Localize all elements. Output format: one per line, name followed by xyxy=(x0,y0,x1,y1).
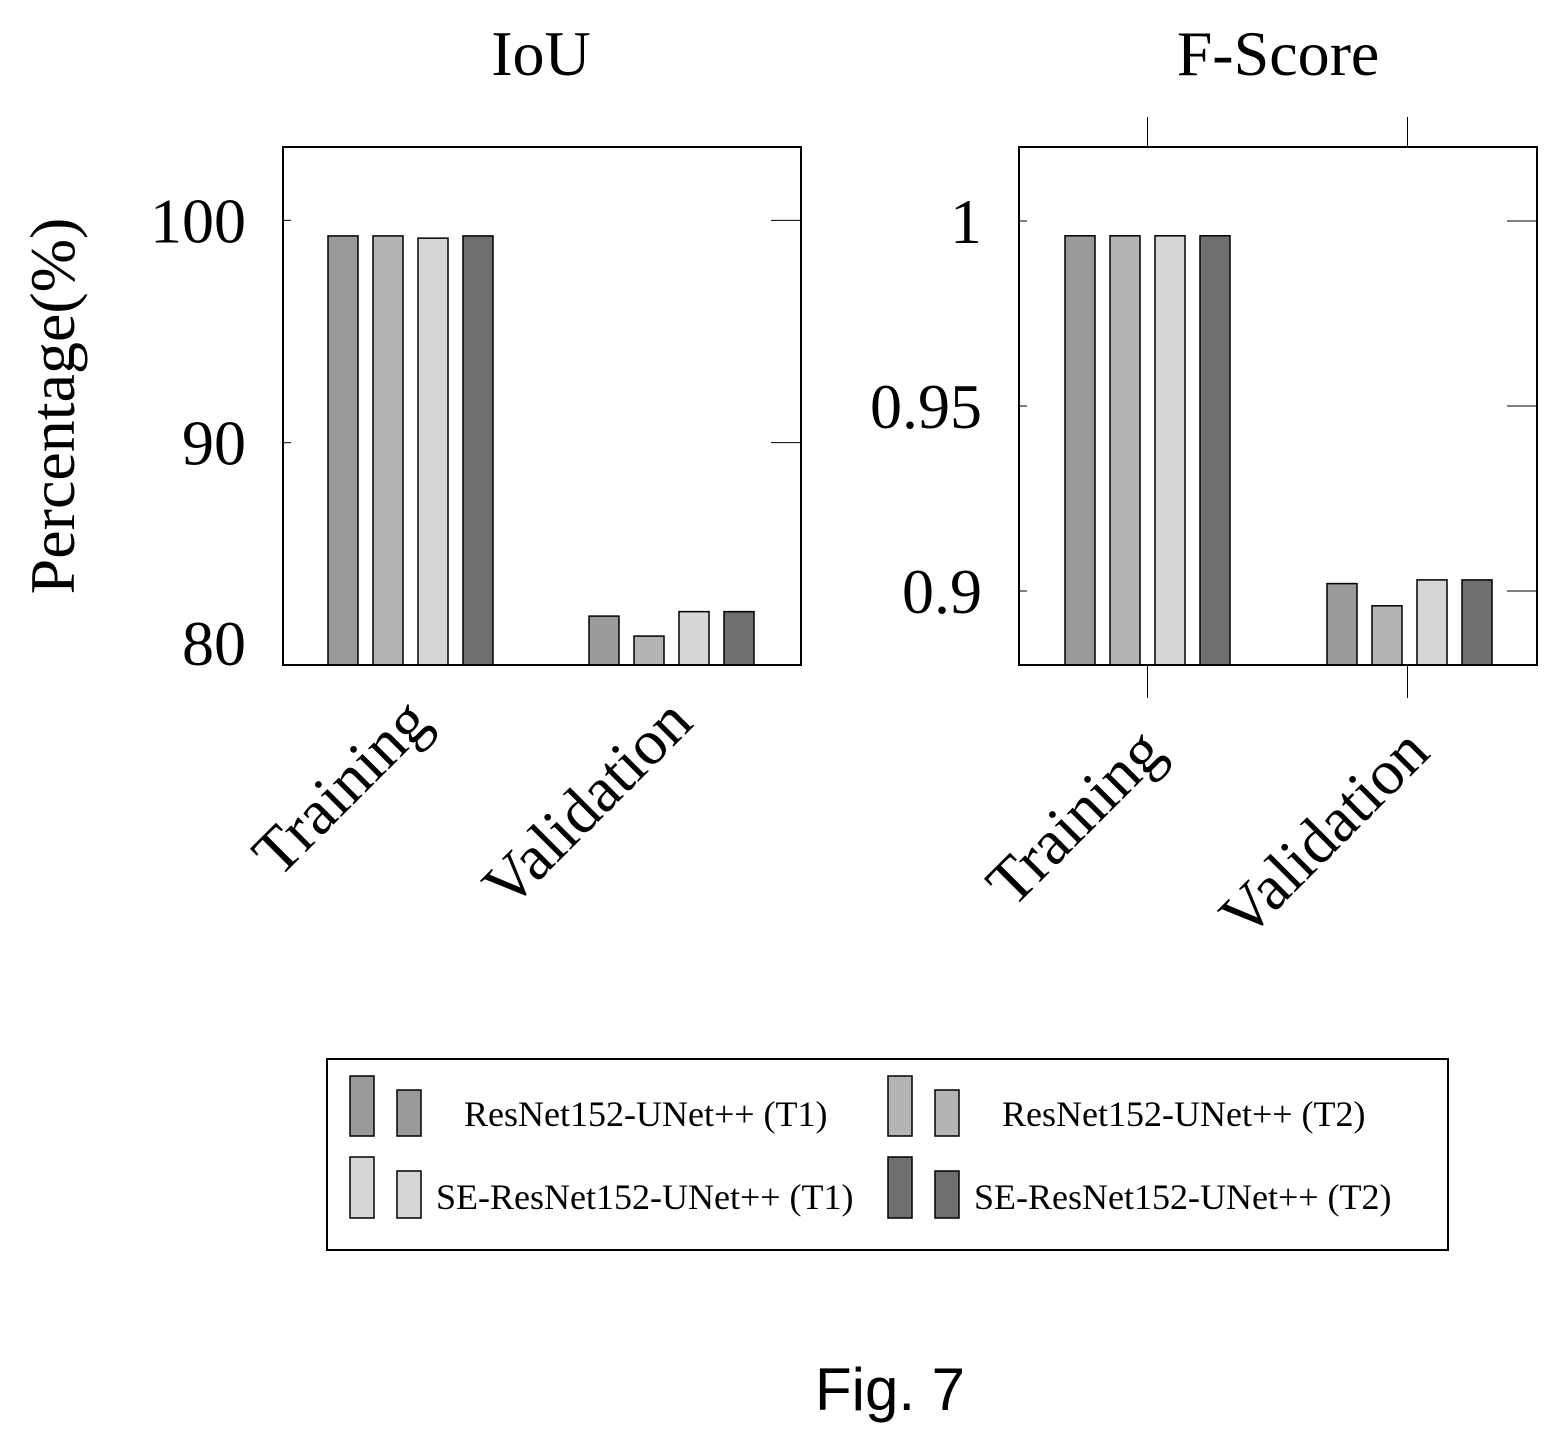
figure-caption: Fig. 7 xyxy=(815,1356,965,1423)
bar-training-series-2 xyxy=(417,237,449,666)
y-tick-label-1: 0.95 xyxy=(870,371,982,442)
legend-label-1: ResNet152-UNet++ (T2) xyxy=(1002,1094,1366,1134)
fscore-axis-ticks xyxy=(1019,117,1537,698)
fscore-plot-frame xyxy=(1018,146,1538,666)
legend-swatch-a-3 xyxy=(887,1156,913,1219)
iou-y-axis-label: Percentage(%) xyxy=(17,218,88,595)
legend: ResNet152-UNet++ (T1) ResNet152-UNet++ (… xyxy=(326,1058,1449,1251)
y-tick-label-0: 80 xyxy=(182,608,246,679)
iou-x-tick-training: Training xyxy=(238,685,442,889)
fscore-y-tick-labels: 0.9 0.95 1 xyxy=(870,186,982,627)
iou-x-tick-validation: Validation xyxy=(469,685,705,921)
fscore-x-tick-training: Training xyxy=(972,715,1176,919)
legend-label-2: SE-ResNet152-UNet++ (T1) xyxy=(436,1177,854,1217)
y-tick-label-1: 90 xyxy=(182,408,246,479)
iou-axis-ticks xyxy=(283,219,801,666)
bar-validation-series-2 xyxy=(678,610,710,666)
bar-training-series-3 xyxy=(1199,235,1231,666)
bar-training-series-0 xyxy=(1064,235,1096,666)
fscore-x-tick-validation: Validation xyxy=(1206,715,1442,951)
bar-validation-series-1 xyxy=(1371,605,1403,666)
legend-swatch-b-3 xyxy=(934,1170,960,1219)
bar-training-series-0 xyxy=(327,235,359,666)
bar-validation-series-3 xyxy=(1461,579,1493,666)
bar-training-series-1 xyxy=(372,235,404,666)
iou-bars xyxy=(327,235,755,666)
iou-chart: IoU Percentage(%) 80 90 100 Training Valid… xyxy=(17,18,802,921)
bar-validation-series-0 xyxy=(588,615,620,666)
legend-swatch-b-2 xyxy=(396,1170,422,1219)
y-tick-label-0: 0.9 xyxy=(902,556,982,627)
legend-swatch-a-1 xyxy=(887,1075,913,1137)
y-tick-label-2: 1 xyxy=(950,186,982,257)
bar-validation-series-1 xyxy=(633,635,665,666)
iou-chart-title: IoU xyxy=(491,18,591,89)
legend-swatch-b-0 xyxy=(396,1089,422,1137)
legend-swatch-b-1 xyxy=(934,1089,960,1137)
y-tick-label-2: 100 xyxy=(150,185,246,256)
fscore-bars xyxy=(1064,235,1493,666)
legend-label-0: ResNet152-UNet++ (T1) xyxy=(464,1094,828,1134)
fscore-chart: F-Score 0.9 0.95 1 Training Validation xyxy=(870,18,1538,951)
bar-validation-series-3 xyxy=(723,610,755,666)
legend-swatch-a-0 xyxy=(349,1075,375,1137)
legend-label-3: SE-ResNet152-UNet++ (T2) xyxy=(974,1177,1392,1217)
bar-training-series-1 xyxy=(1109,235,1141,666)
fscore-chart-title: F-Score xyxy=(1177,18,1380,89)
bar-validation-series-2 xyxy=(1416,579,1448,666)
bar-training-series-3 xyxy=(462,235,494,666)
bar-validation-series-0 xyxy=(1326,582,1358,666)
legend-swatch-a-2 xyxy=(349,1156,375,1219)
iou-y-tick-labels: 80 90 100 xyxy=(150,185,246,679)
bar-training-series-2 xyxy=(1154,235,1186,666)
iou-plot-frame xyxy=(282,146,802,666)
